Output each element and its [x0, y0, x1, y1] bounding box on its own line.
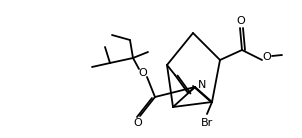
Text: Br: Br	[201, 118, 213, 128]
Text: O: O	[237, 16, 245, 26]
Text: O: O	[133, 118, 142, 128]
Text: O: O	[139, 68, 147, 78]
Text: O: O	[263, 52, 271, 62]
Text: N: N	[198, 80, 206, 90]
